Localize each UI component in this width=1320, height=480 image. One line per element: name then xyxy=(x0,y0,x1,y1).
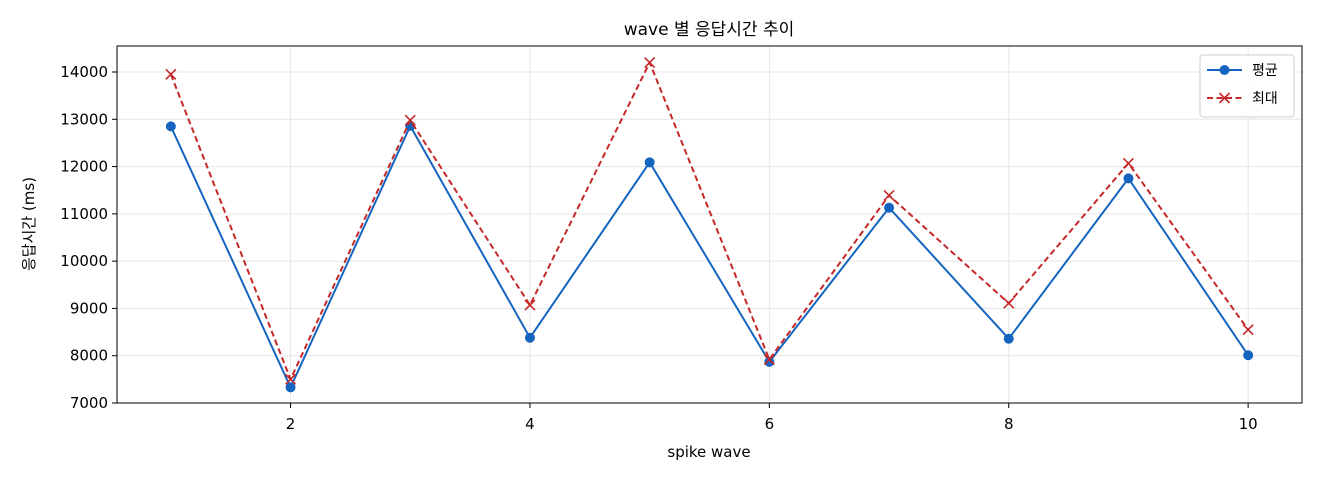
grid-lines xyxy=(117,46,1302,404)
data-point xyxy=(644,157,655,168)
data-point xyxy=(1003,297,1015,309)
data-point xyxy=(524,332,535,343)
data-point xyxy=(883,189,895,201)
data-point xyxy=(764,356,775,367)
x-tick-label: 10 xyxy=(1239,415,1258,433)
y-tick-label: 8000 xyxy=(70,347,108,365)
legend-box xyxy=(1199,54,1295,118)
y-tick-label: 13000 xyxy=(60,110,108,128)
data-point xyxy=(284,373,297,385)
y-tick-label: 9000 xyxy=(70,299,108,317)
chart-title: wave 별 응답시간 추이 xyxy=(624,20,795,40)
x-tick-label: 8 xyxy=(1004,415,1014,433)
x-tick-label: 6 xyxy=(765,415,775,433)
x-tick-label: 2 xyxy=(286,415,296,433)
plot-frame xyxy=(116,45,1303,404)
data-point xyxy=(165,121,176,132)
series-line xyxy=(169,124,1249,389)
legend-label: 평균 xyxy=(1252,63,1278,79)
legend-marker xyxy=(1219,65,1230,75)
legend-item: 평균 xyxy=(1207,63,1278,79)
x-tick-label: 4 xyxy=(525,415,535,433)
data-point xyxy=(884,202,895,213)
data-point xyxy=(644,56,656,69)
data-point xyxy=(1123,173,1134,184)
data-point xyxy=(1122,157,1135,169)
x-axis-label: spike wave xyxy=(667,443,750,461)
data-point xyxy=(285,382,296,393)
series-max xyxy=(165,56,1254,385)
axis-ticks: 2 4 6 8 10 7000 8000 9000 10000 11000 12000 13000 14… xyxy=(60,63,1257,433)
data-point xyxy=(404,114,416,126)
data-point xyxy=(1003,333,1014,344)
legend-item: 최대 xyxy=(1207,91,1278,107)
data-point xyxy=(1243,350,1254,361)
data-point xyxy=(165,68,177,80)
series-mean xyxy=(165,120,1254,393)
y-tick-label: 12000 xyxy=(60,158,108,176)
y-tick-label: 14000 xyxy=(60,63,108,81)
data-point xyxy=(1242,324,1254,336)
series-layer xyxy=(165,56,1254,393)
series-line xyxy=(169,61,1249,381)
y-axis-label: 응답시간 (ms) xyxy=(20,177,38,271)
data-point xyxy=(763,353,775,366)
y-tick-label: 10000 xyxy=(60,252,108,270)
legend-marker xyxy=(1218,92,1231,104)
y-tick-label: 7000 xyxy=(70,394,108,412)
data-point xyxy=(524,299,536,311)
y-tick-label: 11000 xyxy=(60,205,108,223)
legend-label: 최대 xyxy=(1252,91,1278,107)
